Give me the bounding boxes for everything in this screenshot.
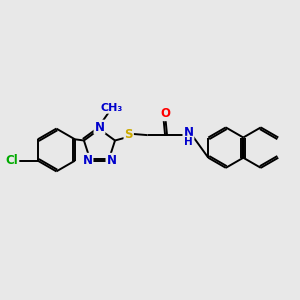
Text: O: O	[160, 107, 170, 120]
Text: N: N	[106, 154, 116, 167]
Text: S: S	[124, 128, 133, 141]
Text: Cl: Cl	[6, 154, 18, 167]
Text: N: N	[183, 126, 194, 139]
Text: CH₃: CH₃	[100, 103, 122, 113]
Text: H: H	[184, 137, 193, 147]
Text: N: N	[82, 154, 92, 167]
Text: N: N	[94, 121, 104, 134]
